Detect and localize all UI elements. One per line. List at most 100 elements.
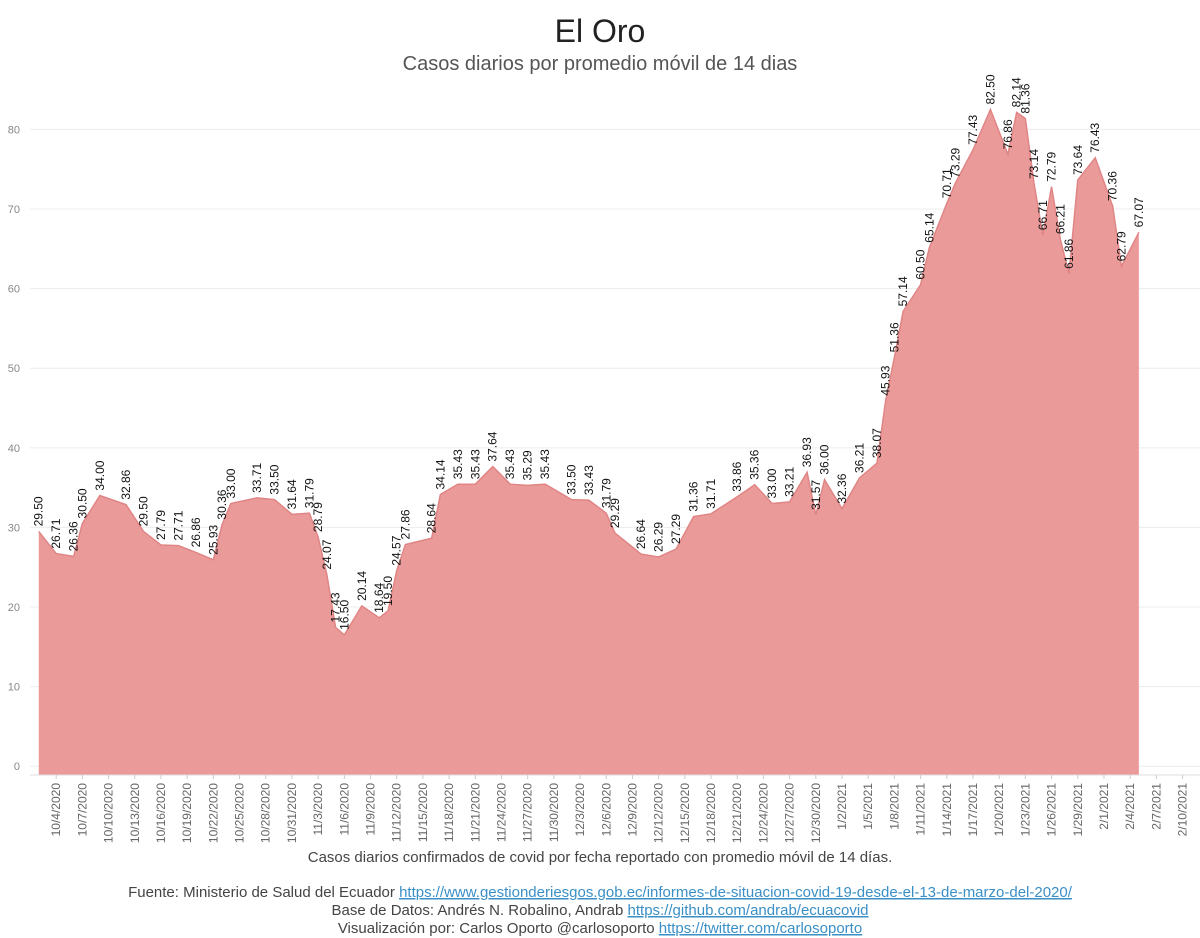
data-label: 66.21 (1053, 204, 1067, 234)
data-label: 65.14 (922, 212, 936, 242)
data-label: 33.50 (267, 464, 281, 494)
data-label: 33.00 (765, 468, 779, 498)
data-label: 32.36 (835, 473, 849, 503)
data-label: 17.43 (329, 592, 343, 622)
data-label: 29.50 (32, 496, 46, 526)
data-label: 36.93 (800, 437, 814, 467)
data-label: 27.29 (669, 514, 683, 544)
data-label: 72.79 (1045, 151, 1059, 181)
y-tick-label: 20 (8, 602, 20, 614)
source-link[interactable]: https://github.com/andrab/ecuacovid (628, 902, 869, 919)
x-tick-label: 11/6/2020 (337, 783, 351, 836)
x-tick-label: 12/6/2020 (599, 783, 613, 837)
source-link[interactable]: https://twitter.com/carlosoporto (659, 920, 862, 937)
data-label: 29.50 (137, 496, 151, 526)
x-tick-label: 1/11/2021 (914, 783, 928, 836)
source-line: Base de Datos: Andrés N. Robalino, Andra… (331, 902, 868, 919)
x-tick-label: 1/2/2021 (835, 783, 849, 830)
source-text: Fuente: Ministerio de Salud del Ecuador (128, 884, 395, 901)
data-label: 35.36 (748, 449, 762, 479)
x-tick-label: 10/25/2020 (233, 783, 247, 843)
source-line: Visualización por: Carlos Oporto @carlos… (338, 920, 862, 937)
data-label: 16.50 (337, 600, 351, 630)
x-tick-label: 12/27/2020 (783, 783, 797, 843)
area-line (38, 107, 1140, 637)
data-label: 35.43 (503, 449, 517, 479)
data-label: 20.14 (355, 571, 369, 601)
data-label: 66.71 (1036, 200, 1050, 230)
x-tick-label: 1/26/2021 (1045, 783, 1059, 837)
data-label: 27.79 (154, 510, 168, 540)
x-tick-label: 11/15/2020 (416, 783, 430, 842)
x-tick-label: 12/3/2020 (573, 783, 587, 837)
source-text: Base de Datos: Andrés N. Robalino, Andra… (331, 902, 623, 919)
data-label: 77.43 (966, 114, 980, 144)
data-label: 30.36 (215, 489, 229, 519)
source-link[interactable]: https://www.gestionderiesgos.gob.ec/info… (399, 884, 1073, 901)
data-label: 28.64 (425, 503, 439, 533)
x-tick-label: 2/1/2021 (1097, 783, 1111, 830)
data-label: 33.50 (564, 464, 578, 494)
chart-subtitle: Casos diarios por promedio móvil de 14 d… (403, 53, 798, 75)
data-label: 32.86 (119, 469, 133, 499)
x-tick-label: 1/14/2021 (940, 783, 954, 837)
x-tick-label: 10/28/2020 (259, 783, 273, 843)
x-tick-label: 12/15/2020 (678, 783, 692, 843)
data-label: 70.71 (940, 168, 954, 198)
data-label: 37.64 (486, 431, 500, 461)
data-label: 33.21 (783, 467, 797, 497)
x-tick-label: 1/17/2021 (966, 783, 980, 837)
y-tick-label: 80 (8, 124, 20, 136)
data-label: 38.07 (870, 428, 884, 458)
data-label: 35.29 (521, 450, 535, 480)
data-label: 33.71 (250, 463, 264, 493)
data-label: 31.36 (687, 481, 701, 511)
caption: Casos diarios confirmados de covid por f… (308, 849, 892, 866)
data-label: 28.79 (311, 502, 325, 532)
x-tick-label: 1/29/2021 (1071, 783, 1085, 837)
data-label: 36.21 (852, 443, 866, 473)
data-label: 82.50 (983, 74, 997, 104)
data-label: 33.43 (582, 465, 596, 495)
x-tick-label: 12/21/2020 (730, 783, 744, 843)
data-label: 26.36 (67, 521, 81, 551)
data-label: 70.36 (1106, 171, 1120, 201)
data-label: 24.07 (320, 539, 334, 569)
x-tick-label: 11/21/2020 (468, 783, 482, 842)
data-label: 73.29 (949, 147, 963, 177)
x-tick-label: 12/9/2020 (625, 783, 639, 837)
x-tick-label: 11/12/2020 (390, 783, 404, 842)
y-tick-label: 40 (8, 443, 20, 455)
data-label: 27.71 (171, 510, 185, 540)
data-label: 45.93 (879, 365, 893, 395)
data-label: 27.86 (398, 509, 412, 539)
x-tick-label: 11/30/2020 (547, 783, 561, 842)
x-tick-label: 10/19/2020 (180, 783, 194, 843)
x-tick-label: 2/7/2021 (1149, 783, 1163, 830)
data-label: 24.57 (390, 535, 404, 565)
x-tick-label: 10/22/2020 (206, 783, 220, 843)
x-tick-label: 10/16/2020 (154, 783, 168, 843)
x-tick-label: 10/7/2020 (75, 783, 89, 837)
y-tick-label: 10 (8, 682, 20, 694)
y-tick-label: 60 (8, 284, 20, 296)
data-label: 35.43 (451, 449, 465, 479)
area (38, 109, 1139, 775)
data-label: 82.14 (1010, 77, 1024, 107)
data-label: 31.79 (302, 478, 316, 508)
data-label: 33.86 (730, 461, 744, 491)
data-label: 61.86 (1062, 238, 1076, 268)
sources: Fuente: Ministerio de Salud del Ecuador … (128, 884, 1073, 937)
x-tick-label: 1/8/2021 (887, 783, 901, 830)
x-tick-label: 12/24/2020 (756, 783, 770, 843)
data-label: 30.50 (75, 488, 89, 518)
x-tick-label: 12/12/2020 (652, 783, 666, 843)
x-tick-label: 11/3/2020 (311, 783, 325, 836)
data-label: 31.57 (809, 480, 823, 510)
x-tick-label: 12/18/2020 (704, 783, 718, 843)
data-label: 29.29 (608, 498, 622, 528)
chart-title: El Oro (555, 13, 646, 49)
data-label: 26.64 (634, 519, 648, 549)
data-label: 26.86 (189, 517, 203, 547)
data-label: 76.43 (1088, 122, 1102, 152)
